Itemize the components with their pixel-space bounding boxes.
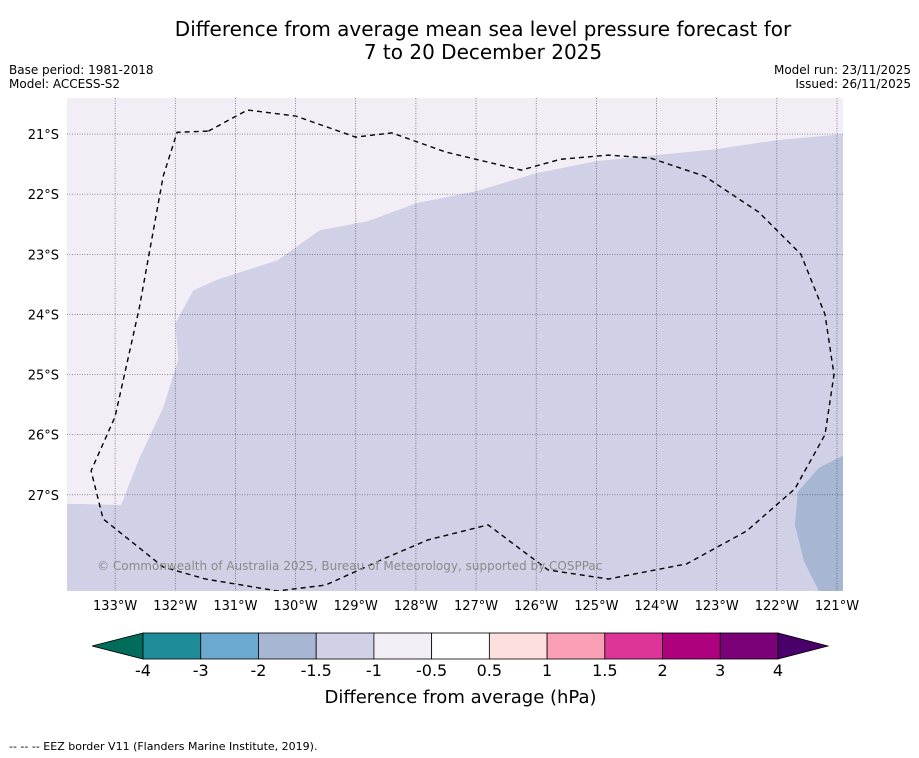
colorbar-tick-label: -4	[135, 661, 151, 680]
model-run-text: Model run: 23/11/2025	[773, 63, 911, 77]
lat-tick-label: 21°S	[28, 128, 59, 143]
colorbar-tick-label: -0.5	[416, 661, 447, 680]
map-plot-area: © Commonwealth of Australia 2025, Bureau…	[67, 98, 843, 591]
copyright-watermark: © Commonwealth of Australia 2025, Bureau…	[97, 559, 602, 573]
lon-tick-label: 125°W	[574, 599, 618, 614]
colorbar-bin	[431, 632, 490, 660]
meta-left: Base period: 1981-2018 Model: ACCESS-S2	[9, 63, 154, 91]
lon-tick-label: 131°W	[213, 599, 257, 614]
colorbar-tick-label: -1.5	[301, 661, 332, 680]
colorbar-bin	[546, 632, 606, 660]
map-figure: © Commonwealth of Australia 2025, Bureau…	[28, 98, 860, 708]
lon-tick-label: 133°W	[93, 599, 137, 614]
lon-tick-label: 122°W	[755, 599, 799, 614]
map-axes: 133°W 132°W 131°W 130°W 129°W 128°W 127°W 126°W…	[28, 128, 860, 614]
region-minus-1.5-to-minus-1	[67, 134, 843, 591]
colorbar-bin	[200, 632, 259, 660]
lon-tick-label: 128°W	[394, 599, 438, 614]
colorbar-bin	[719, 632, 779, 660]
lon-tick-label: 130°W	[274, 599, 318, 614]
lat-tick-label: 26°S	[28, 429, 59, 444]
meta-right: Model run: 23/11/2025 Issued: 26/11/2025	[774, 63, 911, 91]
colorbar-bin	[488, 632, 548, 660]
title-line-1: Difference from average mean sea level p…	[174, 17, 792, 41]
colorbar-bin	[373, 632, 433, 660]
eez-legend-text: -- -- -- EEZ border V11 (Flanders Marine…	[9, 740, 318, 753]
colorbar-tick-label: -1	[366, 661, 382, 680]
colorbar-label: Difference from average (hPa)	[324, 687, 596, 708]
lon-tick-label: 124°W	[634, 599, 678, 614]
lon-tick-label: 123°W	[695, 599, 739, 614]
colorbar-tick-label: 4	[773, 661, 783, 680]
lon-tick-label: 126°W	[514, 599, 558, 614]
chart-title: Difference from average mean sea level p…	[0, 18, 919, 64]
lon-tick-label: 132°W	[153, 599, 197, 614]
base-period-text: Base period: 1981-2018	[9, 63, 154, 77]
issued-text: Issued: 26/11/2025	[795, 77, 911, 91]
colorbar-over-arrow	[777, 632, 830, 660]
title-line-2: 7 to 20 December 2025	[363, 40, 603, 64]
lat-tick-label: 25°S	[28, 369, 59, 384]
eez-border-line	[90, 109, 835, 591]
lon-tick-label: 129°W	[334, 599, 378, 614]
colorbar-bin	[315, 632, 375, 660]
colorbar-tick-label: 0.5	[477, 661, 502, 680]
colorbar-under-arrow	[91, 632, 144, 660]
colorbar-tick-label: 1	[542, 661, 552, 680]
colorbar-bin	[258, 632, 317, 660]
colorbar-tick-label: -3	[193, 661, 209, 680]
lat-tick-label: 24°S	[28, 308, 59, 323]
colorbar-tick-label: 1.5	[592, 661, 617, 680]
region-minus-2-to-minus-1.5	[794, 455, 843, 591]
lon-tick-label: 127°W	[454, 599, 498, 614]
lat-tick-label: 23°S	[28, 248, 59, 263]
colorbar-bin	[604, 632, 663, 660]
lat-tick-label: 22°S	[28, 188, 59, 203]
colorbar: -4 -3 -2 -1.5 -1 -0.5 0.5 1 1.5 2 3 4 Difference fro…	[91, 632, 830, 708]
colorbar-bin	[142, 632, 202, 660]
model-text: Model: ACCESS-S2	[9, 77, 121, 91]
lon-tick-label: 121°W	[815, 599, 859, 614]
colorbar-tick-label: 3	[715, 661, 725, 680]
colorbar-tick-label: -2	[250, 661, 266, 680]
colorbar-bin	[662, 632, 721, 660]
colorbar-tick-label: 2	[657, 661, 667, 680]
lat-tick-label: 27°S	[28, 489, 59, 504]
